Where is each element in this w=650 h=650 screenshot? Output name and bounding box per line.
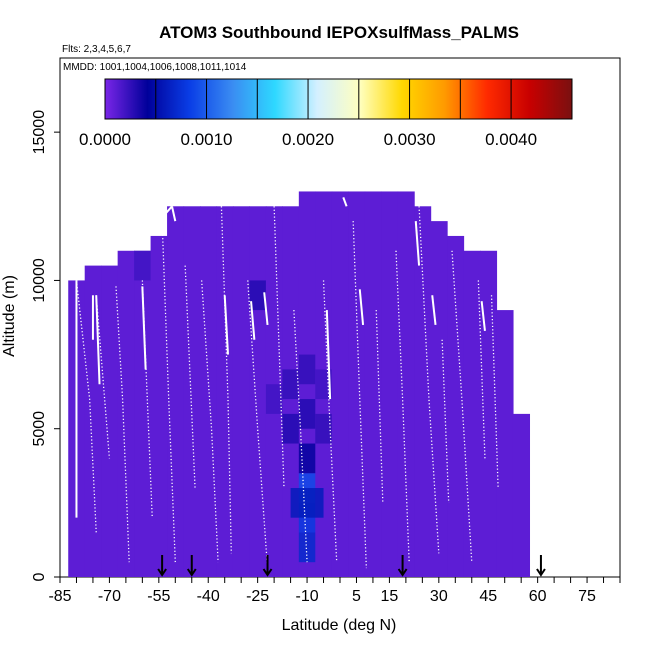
heatmap-cell	[307, 488, 324, 518]
x-tick-label: -10	[295, 588, 318, 605]
colorbar-tick-label: 0.0030	[384, 130, 436, 149]
heatmap-column	[480, 250, 498, 577]
flight-marker-arrow	[536, 568, 546, 577]
x-tick-label: 60	[529, 588, 547, 605]
x-tick-label: 30	[430, 588, 448, 605]
y-tick-label: 15000	[31, 110, 48, 155]
heatmap-column	[381, 191, 399, 577]
x-tick-label: 45	[479, 588, 497, 605]
flight-track-dotted	[477, 280, 486, 459]
flight-marker-arrow	[157, 568, 167, 577]
heatmap-column	[496, 310, 514, 577]
flight-track-solid	[250, 301, 256, 340]
y-axis: 0 5000 10000 15000	[31, 110, 60, 581]
heatmap-column	[200, 206, 218, 578]
colorbar-tick-label: 0.0040	[485, 130, 537, 149]
colorbar	[104, 78, 573, 120]
heatmap-cell	[315, 413, 332, 444]
flight-track-dotted	[293, 310, 308, 563]
x-tick-label: -40	[197, 588, 220, 605]
flight-track-solid	[431, 295, 437, 326]
x-tick-label: 15	[381, 588, 399, 605]
flight-track-solid	[263, 292, 269, 326]
x-tick-label: -70	[98, 588, 121, 605]
x-axis: -85 -70 -55 -40 -25 -10 5 15 30 45 60 75	[48, 577, 621, 605]
flight-track-solid	[480, 301, 486, 331]
flight-track-dotted	[75, 280, 97, 533]
heatmap-column	[232, 206, 251, 578]
heatmap-cell	[298, 399, 316, 429]
x-tick-label: -25	[246, 588, 269, 605]
colorbar-tick-label: 0.0000	[79, 130, 131, 149]
heatmap-column	[447, 235, 465, 577]
flight-track-dotted	[273, 206, 285, 489]
y-tick-label: 0	[31, 572, 48, 581]
dates-subtitle: MMDD: 1001,1004,1006,1008,1011,1014	[63, 62, 247, 73]
flight-track-dotted	[441, 339, 450, 503]
flight-track-dotted	[375, 310, 384, 503]
flight-track-solid	[223, 295, 229, 355]
y-axis-label: Altitude (m)	[1, 275, 18, 357]
colorbar-rect	[104, 78, 573, 120]
flight-track-solid	[95, 295, 101, 385]
x-tick-label: 5	[352, 588, 361, 605]
heatmap-column	[397, 191, 415, 577]
flights-subtitle: Flts: 2,3,4,5,6,7	[62, 44, 131, 55]
heatmap-column	[167, 206, 185, 578]
heatmap-cells	[68, 191, 531, 578]
flight-track-dotted	[95, 295, 111, 459]
colorbar-tick-label: 0.0010	[181, 130, 233, 149]
heatmap-column	[183, 206, 201, 578]
heatmap-cell	[265, 384, 283, 414]
heatmap-cell	[290, 488, 308, 518]
heatmap-cell	[134, 250, 151, 281]
heatmap-column	[414, 206, 432, 578]
heatmap-cell	[298, 443, 316, 474]
colorbar-tick-labels: 0.0000 0.0010 0.0020 0.0030 0.0040	[79, 130, 537, 149]
heatmap-cell	[298, 354, 316, 385]
flight-track-solid	[171, 206, 177, 222]
flight-tracks	[75, 197, 499, 569]
heatmap-column	[134, 250, 152, 577]
flight-track-solid	[414, 221, 421, 266]
x-tick-label: 75	[578, 588, 596, 605]
heatmap-column	[117, 250, 135, 577]
x-tick-label: -55	[147, 588, 170, 605]
heatmap-cell	[298, 532, 316, 563]
heatmap-column	[331, 191, 349, 577]
y-tick-label: 5000	[31, 411, 48, 447]
flight-track-solid	[141, 286, 147, 370]
y-tick-label: 10000	[31, 258, 48, 303]
flight-track-dotted	[115, 286, 130, 563]
x-axis-label: Latitude (deg N)	[282, 617, 397, 634]
colorbar-tick-label: 0.0020	[282, 130, 334, 149]
flight-marker-arrow	[262, 568, 273, 577]
flight-track-dotted	[247, 280, 269, 569]
heatmap-column	[348, 191, 366, 577]
flight-track-solid	[325, 310, 332, 400]
chart-title: ATOM3 Southbound IEPOXsulfMass_PALMS	[159, 23, 519, 42]
flight-markers	[157, 555, 546, 577]
flight-marker-arrow	[186, 568, 197, 577]
flight-track-solid	[342, 197, 348, 207]
heatmap-cell	[249, 280, 266, 311]
heatmap-column	[101, 265, 119, 577]
flight-track-dotted	[418, 206, 440, 554]
heatmap-cell	[282, 369, 299, 400]
heatmap-column	[364, 191, 382, 577]
heatmap-column	[150, 235, 168, 577]
heatmap-column	[430, 221, 448, 577]
heatmap-cell	[315, 369, 332, 400]
flight-track-solid	[358, 289, 365, 326]
heatmap-column	[216, 206, 234, 578]
heatmap-column	[463, 250, 481, 577]
flight-marker-arrow	[397, 568, 408, 577]
flight-track-dotted	[141, 280, 153, 518]
flight-track-solid	[158, 205, 173, 222]
heatmap-cell	[282, 413, 299, 444]
flight-track-dotted	[490, 295, 499, 489]
heatmap-column	[512, 413, 531, 577]
x-tick-label: -85	[48, 588, 71, 605]
